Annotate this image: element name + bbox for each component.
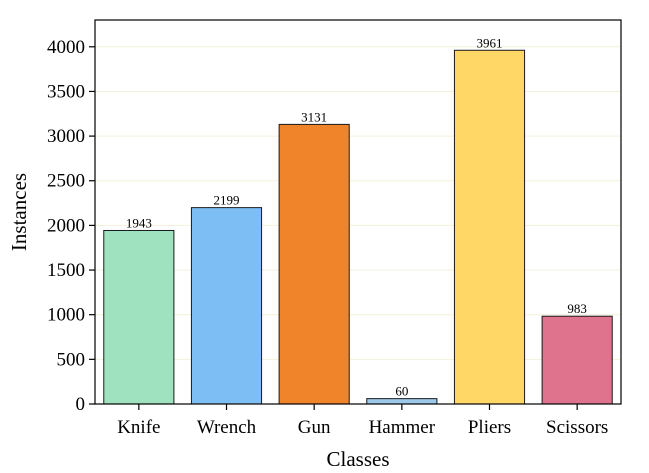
- x-tick-label-scissors: Scissors: [546, 417, 608, 438]
- y-tick-label: 2000: [47, 215, 85, 236]
- x-tick-label-pliers: Pliers: [468, 417, 511, 438]
- gridlines: [95, 46, 621, 360]
- bar-gun: [278, 123, 350, 405]
- data-label-knife: 1943: [126, 215, 152, 230]
- y-tick-label: 3500: [47, 81, 85, 102]
- bars: [103, 49, 613, 405]
- y-tick-label: 1500: [47, 260, 85, 281]
- data-label-pliers: 3961: [477, 35, 503, 50]
- data-label-wrench: 2199: [214, 193, 240, 208]
- y-tick-label: 1000: [47, 305, 85, 326]
- data-label-hammer: 60: [395, 384, 408, 399]
- y-axis-ticks: 0 500 1000 1500 2000 2500 3000 3500 4000: [47, 37, 95, 415]
- x-tick-label-hammer: Hammer: [369, 417, 436, 438]
- bar-wrench: [190, 207, 263, 405]
- x-axis-title: Classes: [327, 447, 390, 471]
- y-tick-label: 3000: [47, 126, 85, 147]
- plot-frame: [94, 19, 622, 405]
- data-label-gun: 3131: [301, 109, 327, 124]
- bar-hammer: [366, 398, 438, 405]
- data-label-scissors: 983: [567, 301, 587, 316]
- y-tick-label: 500: [57, 349, 86, 370]
- y-tick-label: 4000: [47, 37, 85, 58]
- data-labels: 1943 2199 3131 60 3961 983: [126, 35, 587, 398]
- x-tick-label-wrench: Wrench: [197, 417, 257, 438]
- x-tick-label-knife: Knife: [117, 417, 160, 438]
- bar-scissors: [541, 315, 613, 405]
- y-tick-label: 0: [76, 394, 86, 415]
- bar-knife: [103, 229, 175, 405]
- x-tick-label-gun: Gun: [298, 417, 331, 438]
- y-axis-title: Instances: [7, 173, 31, 251]
- x-axis-ticks: Knife Wrench Gun Hammer Pliers Scissors: [117, 404, 608, 438]
- y-tick-label: 2500: [47, 171, 85, 192]
- bar-pliers: [453, 49, 526, 405]
